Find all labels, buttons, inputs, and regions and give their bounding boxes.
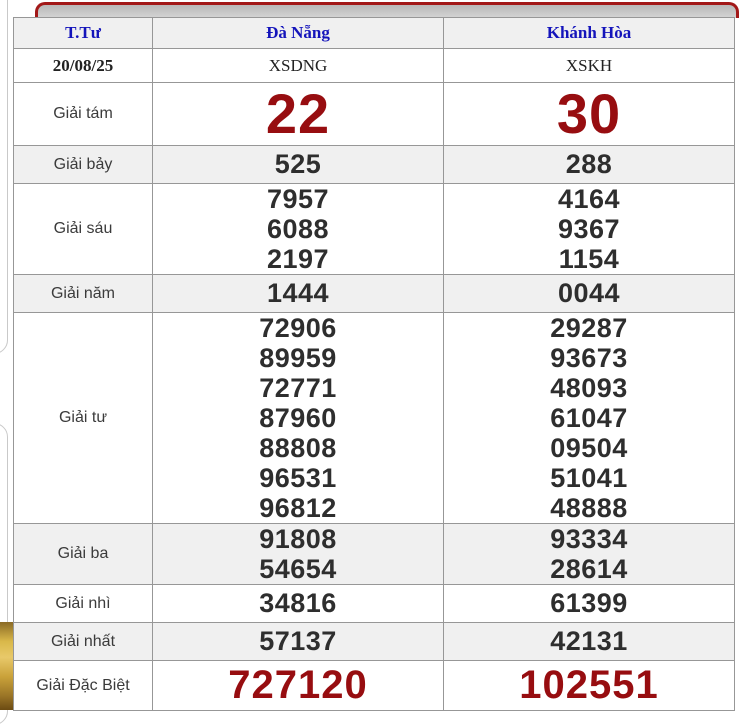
prize-number: 57137 xyxy=(259,626,337,656)
province-link-khanh-hoa[interactable]: Khánh Hòa xyxy=(443,17,735,49)
prize-numbers-cell: 57137 xyxy=(152,622,444,661)
prize-number: 72906 xyxy=(259,313,337,344)
prize-numbers-cell: 93334 28614 xyxy=(443,523,735,585)
lottery-code-xskh: XSKH xyxy=(443,48,735,83)
prize-number: 9367 xyxy=(557,214,621,244)
prize-row: Giải tư 72906 89959 72771 87960 88808 96531 968… xyxy=(13,312,735,524)
prize-number: 102551 xyxy=(519,663,659,707)
prize-number: 727120 xyxy=(228,663,368,707)
prize-number: 48093 xyxy=(550,373,628,403)
prize-numbers-cell: 727120 xyxy=(152,660,444,711)
prize-label: Giải bảy xyxy=(13,145,153,184)
header-row: T.Tư Đà Nẵng Khánh Hòa xyxy=(13,17,735,49)
prize-label: Giải tám xyxy=(13,82,153,146)
prize-number: 30 xyxy=(556,82,622,145)
prize-numbers-cell: 72906 89959 72771 87960 88808 96531 96812 xyxy=(152,312,444,524)
prize-numbers-cell: 0044 xyxy=(443,274,735,313)
prize-label: Giải Đặc Biệt xyxy=(13,660,153,711)
prize-number: 1444 xyxy=(266,278,330,308)
prize-label: Giải nhất xyxy=(13,622,153,661)
prize-number: 28614 xyxy=(550,554,628,584)
prize-number: 7957 xyxy=(266,184,330,215)
prize-numbers-cell: 30 xyxy=(443,82,735,146)
prize-number: 88808 xyxy=(259,433,337,463)
prize-rows: Giải tám 22 30 Giải bảy 525 288 Giải sáu 7957 60… xyxy=(13,82,735,711)
prize-numbers-cell: 288 xyxy=(443,145,735,184)
prize-number: 288 xyxy=(565,149,613,179)
prize-numbers-cell: 91808 54654 xyxy=(152,523,444,585)
prize-label: Giải sáu xyxy=(13,183,153,275)
prize-row: Giải bảy 525 288 xyxy=(13,145,735,184)
prize-number: 93334 xyxy=(550,524,628,555)
lottery-code-xsdng: XSDNG xyxy=(152,48,444,83)
prize-label: Giải nhì xyxy=(13,584,153,623)
prize-numbers-cell: 102551 xyxy=(443,660,735,711)
prize-row: Giải nhất 57137 42131 xyxy=(13,622,735,661)
prize-row: Giải tám 22 30 xyxy=(13,82,735,146)
prize-numbers-cell: 22 xyxy=(152,82,444,146)
prize-row: Giải ba 91808 54654 93334 28614 xyxy=(13,523,735,585)
prize-number: 22 xyxy=(265,82,331,145)
draw-date: 20/08/25 xyxy=(13,48,153,83)
prize-number: 1154 xyxy=(558,244,620,274)
prize-numbers-cell: 42131 xyxy=(443,622,735,661)
red-panel-tab xyxy=(35,2,739,18)
prize-number: 2197 xyxy=(266,244,330,274)
province-link-da-nang[interactable]: Đà Nẵng xyxy=(152,17,444,49)
prize-number: 6088 xyxy=(266,214,330,244)
prize-number: 51041 xyxy=(550,463,628,493)
prize-numbers-cell: 7957 6088 2197 xyxy=(152,183,444,275)
prize-row: Giải Đặc Biệt 727120 102551 xyxy=(13,660,735,711)
prize-number: 54654 xyxy=(259,554,337,584)
date-row: 20/08/25 XSDNG XSKH xyxy=(13,48,735,83)
prize-number: 34816 xyxy=(259,588,337,618)
prize-numbers-cell: 61399 xyxy=(443,584,735,623)
prize-number: 29287 xyxy=(550,313,628,344)
prize-number: 42131 xyxy=(550,626,628,656)
prize-number: 89959 xyxy=(259,343,337,373)
prize-number: 96812 xyxy=(259,493,337,523)
prize-number: 91808 xyxy=(259,524,337,555)
lottery-results-table: T.Tư Đà Nẵng Khánh Hòa 20/08/25 XSDNG XS… xyxy=(13,17,735,711)
prize-numbers-cell: 4164 9367 1154 xyxy=(443,183,735,275)
prize-row: Giải năm 1444 0044 xyxy=(13,274,735,313)
prize-label: Giải năm xyxy=(13,274,153,313)
prize-number: 93673 xyxy=(550,343,628,373)
results-table-wrapper: T.Tư Đà Nẵng Khánh Hòa 20/08/25 XSDNG XS… xyxy=(13,17,735,711)
prize-number: 96531 xyxy=(259,463,337,493)
prize-row: Giải nhì 34816 61399 xyxy=(13,584,735,623)
prize-number: 61047 xyxy=(550,403,628,433)
prize-number: 0044 xyxy=(557,278,621,308)
prize-number: 72771 xyxy=(259,373,337,403)
prize-number: 48888 xyxy=(550,493,628,523)
prize-label: Giải ba xyxy=(13,523,153,585)
prize-number: 61399 xyxy=(550,588,628,618)
prize-numbers-cell: 34816 xyxy=(152,584,444,623)
prize-numbers-cell: 525 xyxy=(152,145,444,184)
prize-numbers-cell: 1444 xyxy=(152,274,444,313)
prize-number: 09504 xyxy=(550,433,628,463)
prize-number: 87960 xyxy=(259,403,337,433)
prize-number: 4164 xyxy=(557,184,621,215)
gold-banner-edge xyxy=(0,622,14,710)
prize-numbers-cell: 29287 93673 48093 61047 09504 51041 48888 xyxy=(443,312,735,524)
weekday-header: T.Tư xyxy=(13,17,153,49)
left-panel-edge-top xyxy=(0,0,8,354)
prize-number: 525 xyxy=(274,149,322,179)
prize-label: Giải tư xyxy=(13,312,153,524)
prize-row: Giải sáu 7957 6088 2197 4164 9367 1154 xyxy=(13,183,735,275)
